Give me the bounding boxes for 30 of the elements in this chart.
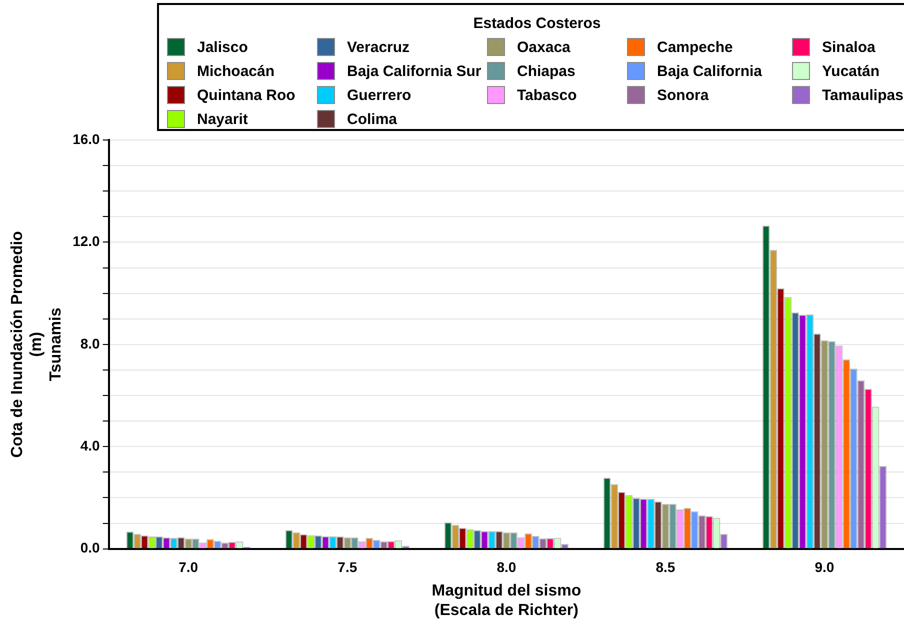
y-tick-label: 12.0 bbox=[72, 233, 100, 250]
legend-label: Baja California Sur bbox=[347, 62, 482, 80]
legend-label: Jalisco bbox=[197, 38, 248, 56]
legend-label: Baja California bbox=[657, 62, 762, 80]
legend-label: Veracruz bbox=[347, 38, 410, 56]
x-tick-label: 7.0 bbox=[178, 559, 198, 576]
legend-label: Nayarit bbox=[197, 110, 248, 128]
legend-label: Guerrero bbox=[347, 86, 412, 104]
legend-label: Campeche bbox=[657, 38, 733, 56]
y-axis-title: Cota de Inundación Promedio (m) Tsunamis bbox=[9, 230, 64, 458]
y-tick-label: 8.0 bbox=[80, 335, 100, 352]
legend-label: Colima bbox=[347, 110, 398, 128]
x-tick-label: 8.5 bbox=[656, 559, 676, 576]
y-tick-label: 0.0 bbox=[80, 540, 100, 556]
y-tick-label: 4.0 bbox=[80, 437, 100, 454]
legend-label: Tabasco bbox=[517, 86, 577, 104]
legend-title: Estados Costeros bbox=[472, 15, 602, 32]
legend-label: Chiapas bbox=[517, 62, 576, 80]
y-tick-label: 16.0 bbox=[72, 130, 100, 147]
legend-label: Yucatán bbox=[822, 62, 880, 80]
x-axis-title: Magnitud del sismo (Escala de Richter) bbox=[432, 582, 582, 619]
legend-label: Quintana Roo bbox=[197, 86, 296, 104]
legend-label: Tamaulipas bbox=[822, 86, 904, 104]
x-tick-label: 8.0 bbox=[496, 559, 516, 576]
x-tick-label: 9.0 bbox=[814, 559, 834, 576]
legend-label: Michoacán bbox=[197, 62, 275, 80]
legend-label: Oaxaca bbox=[517, 38, 570, 56]
x-tick-label: 7.5 bbox=[338, 559, 358, 576]
legend-label: Sonora bbox=[657, 86, 709, 104]
legend-label: Sinaloa bbox=[822, 38, 876, 56]
